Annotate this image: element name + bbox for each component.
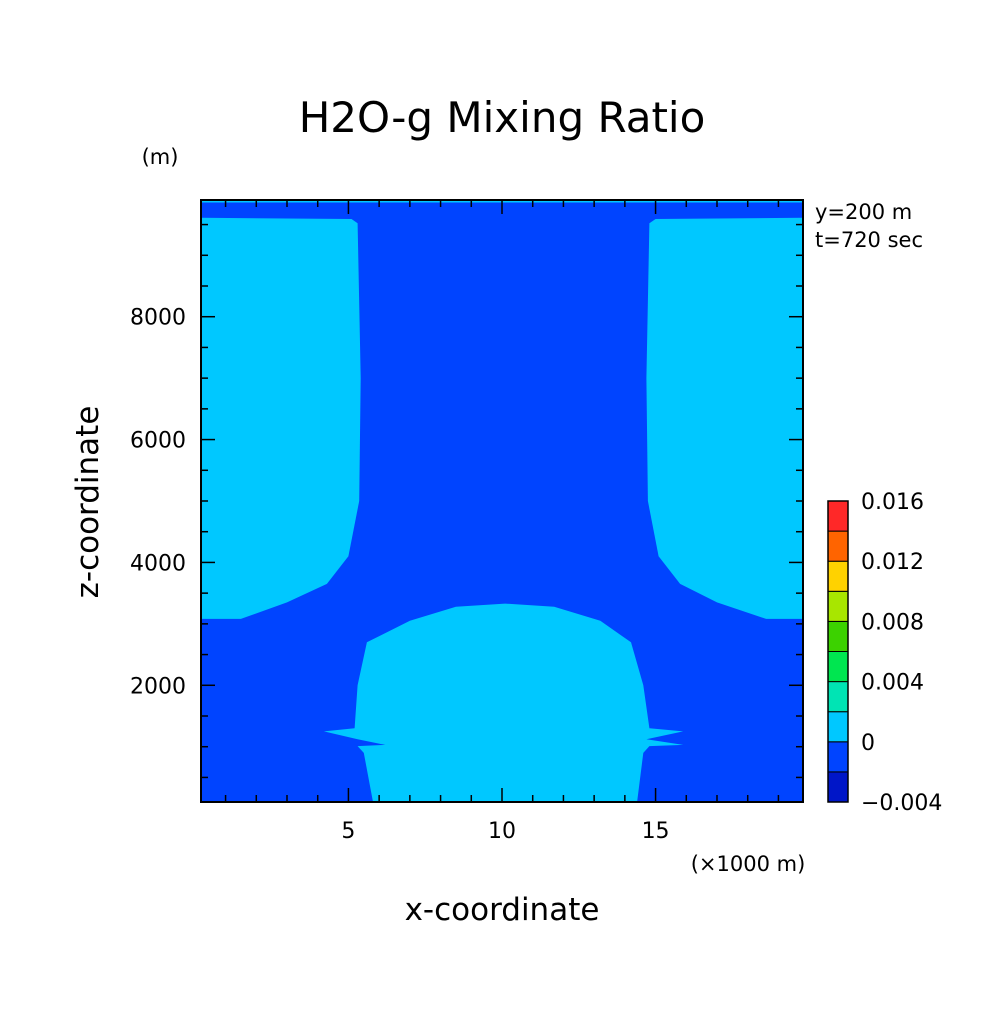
colorbar-swatch: [827, 711, 849, 743]
y-axis-unit: (m): [142, 145, 179, 169]
left-upper-moist-region: [201, 217, 361, 619]
colorbar-swatch: [827, 620, 849, 653]
right-upper-moist-region: [646, 217, 803, 619]
colorbar-swatch: [827, 681, 849, 713]
colorbar-label: 0.004: [861, 671, 924, 696]
x-tick-label: 5: [341, 819, 355, 844]
colorbar-label: −0.004: [861, 791, 942, 816]
y-tick-label: 6000: [130, 429, 186, 454]
x-axis-label: x-coordinate: [405, 892, 600, 928]
colorbar-swatch: [827, 590, 849, 622]
colorbar-swatch: [827, 771, 849, 803]
y-axis-ticks: 2000 4000 6000 8000: [130, 223, 803, 779]
y-tick-label: 8000: [130, 306, 186, 331]
colorbar-swatch: [827, 560, 849, 592]
x-axis-unit: (×1000 m): [691, 852, 806, 876]
slice-position-annotation: y=200 m: [815, 200, 912, 224]
colorbar-swatch: [827, 651, 849, 683]
colorbar-swatch: [827, 530, 849, 562]
colorbar-label: 0.016: [861, 490, 924, 515]
x-tick-label: 10: [488, 819, 516, 844]
y-tick-label: 4000: [130, 551, 186, 576]
x-axis-ticks: 5 10 15: [224, 200, 780, 844]
x-tick-label: 15: [642, 819, 670, 844]
colorbar-swatch: [827, 500, 849, 532]
colorbar-swatch: [827, 741, 849, 773]
chart-title: H2O-g Mixing Ratio: [299, 93, 706, 142]
colorbar-label: 0.012: [861, 550, 924, 575]
central-lower-moist-region: [323, 603, 684, 802]
colorbar-label: 0: [861, 731, 875, 756]
colorbar-label: 0.008: [861, 610, 924, 635]
y-tick-label: 2000: [130, 674, 186, 699]
colorbar: 0.016 0.012 0.008 0.004 0 −0.004: [827, 490, 942, 816]
y-axis-label: z-coordinate: [70, 406, 106, 599]
colorbar-frame: [827, 500, 849, 803]
plot-area: [200, 199, 804, 803]
time-annotation: t=720 sec: [815, 228, 923, 252]
